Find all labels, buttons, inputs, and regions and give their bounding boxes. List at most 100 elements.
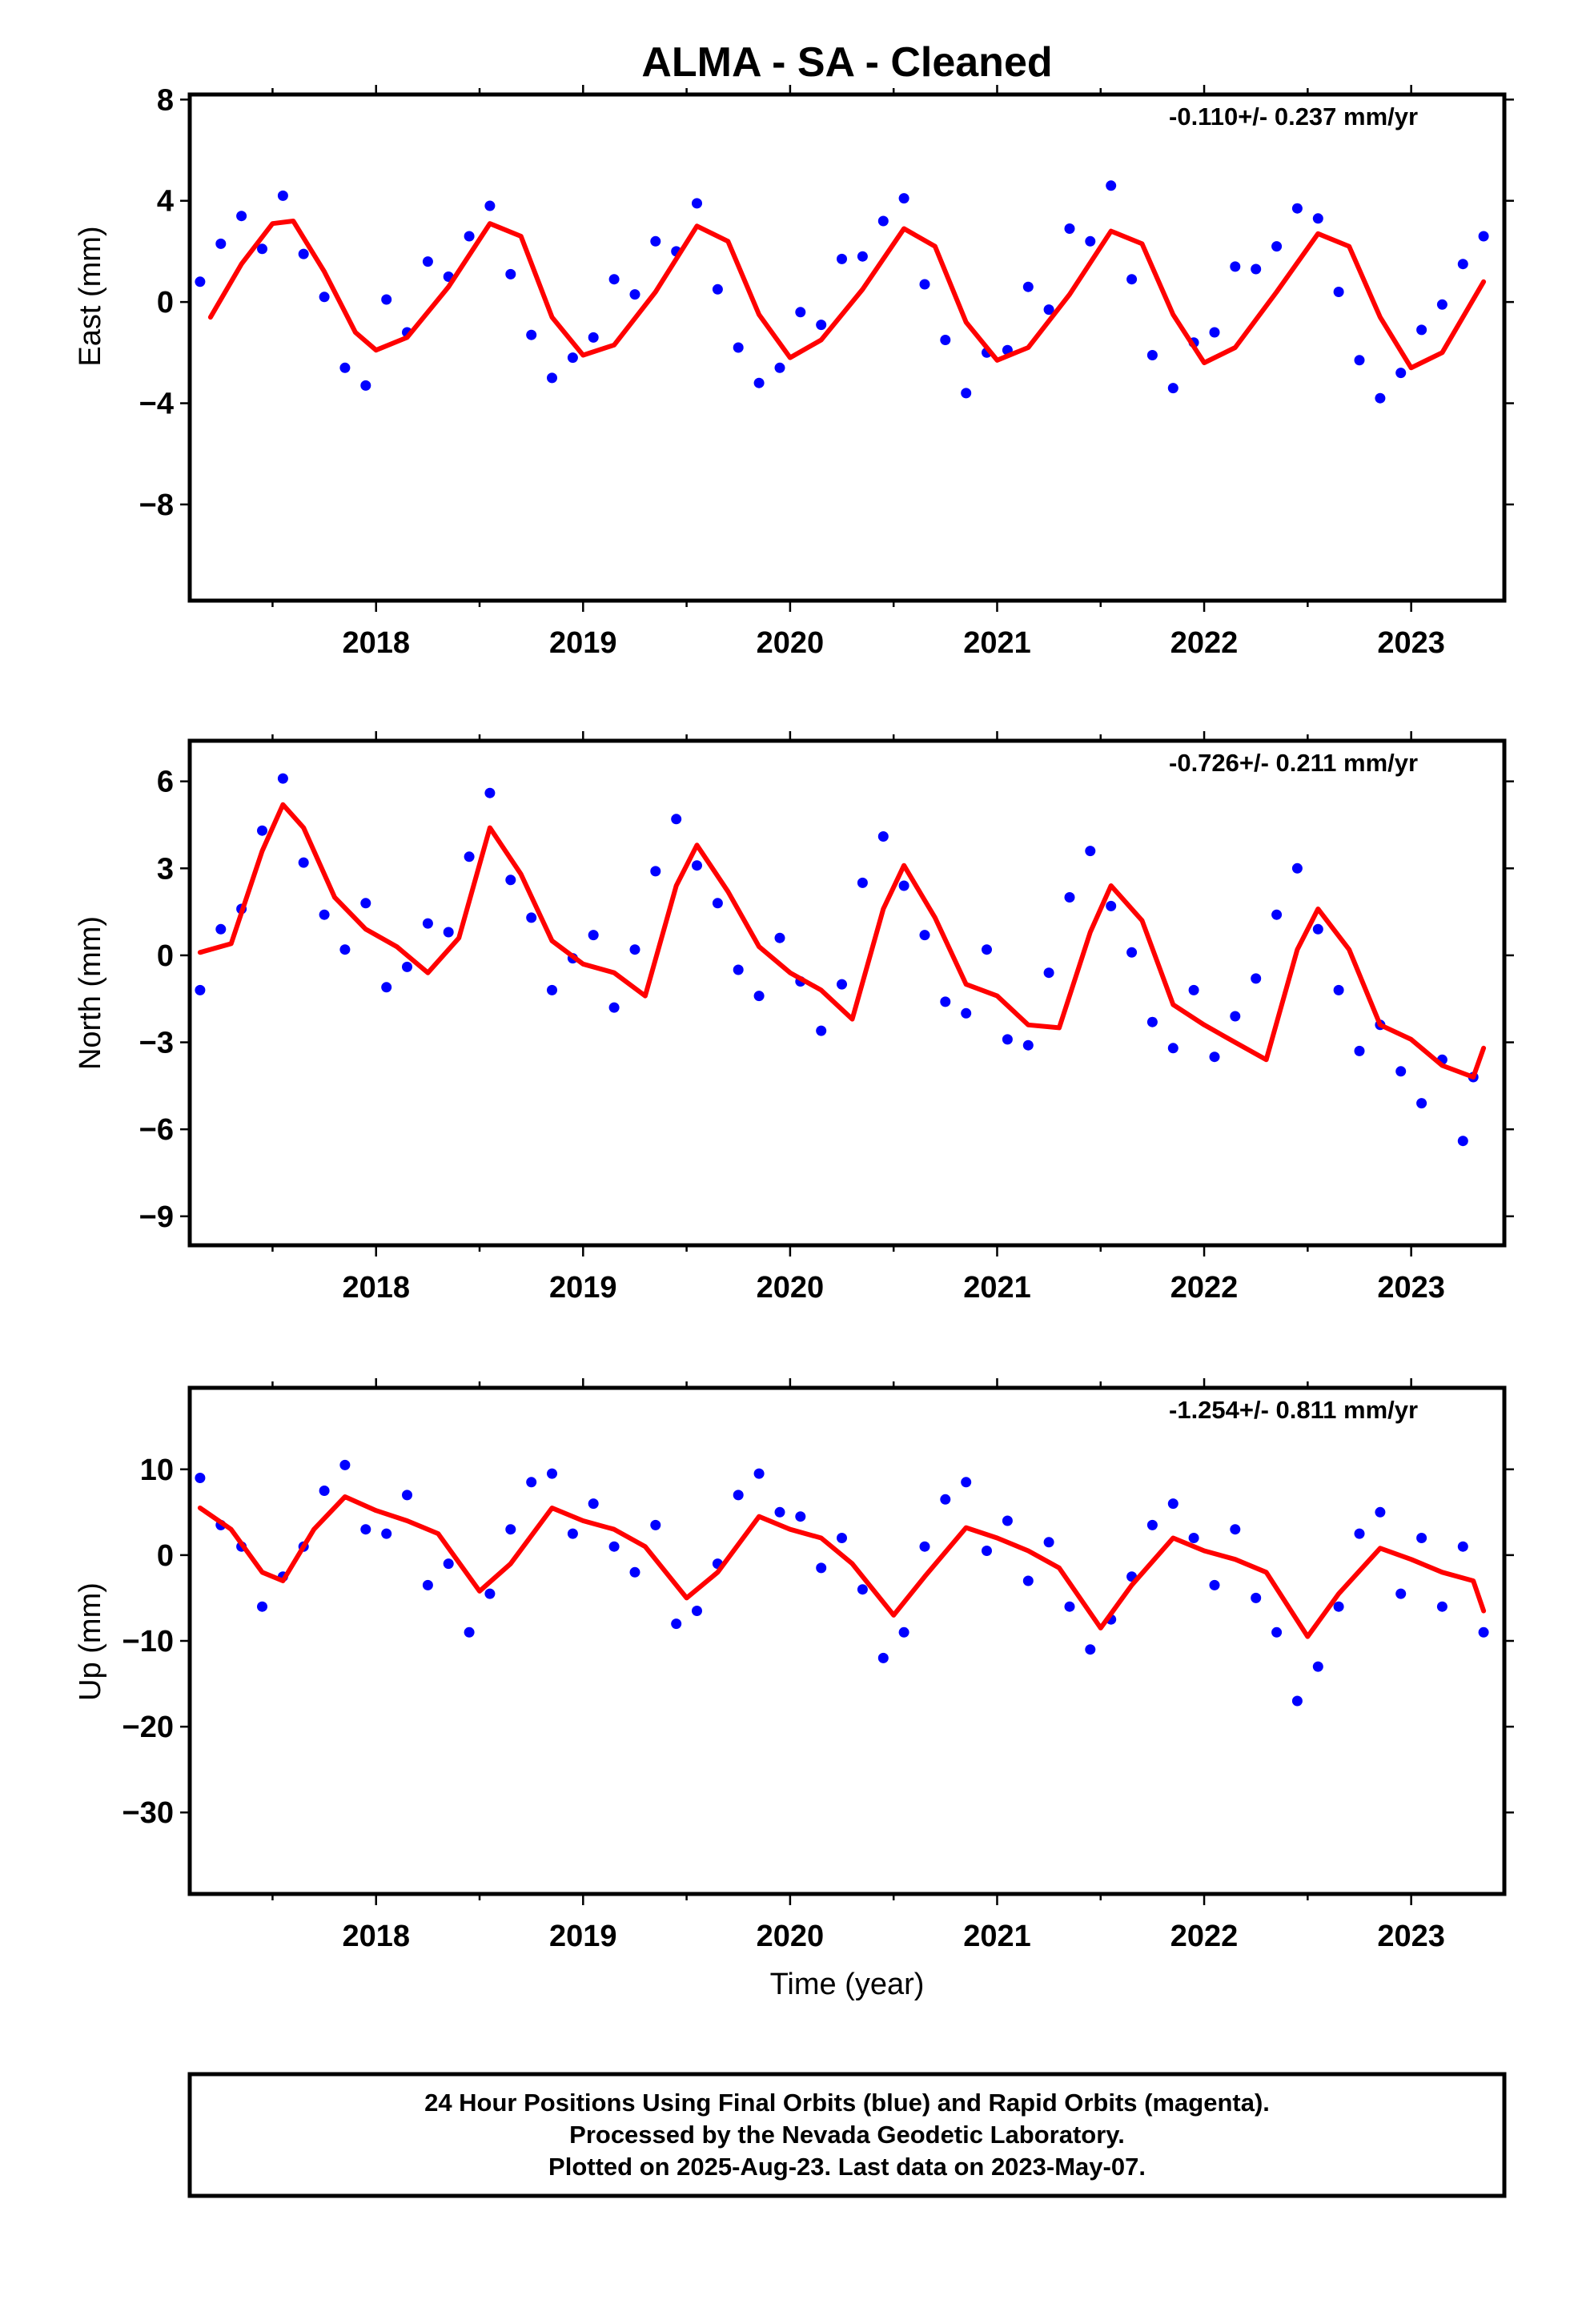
east-data-point <box>215 238 227 249</box>
up-data-point <box>526 1477 537 1488</box>
north-data-point <box>898 880 909 891</box>
north-fit-line <box>197 802 1487 1080</box>
up-y-tick-label: −30 <box>122 1796 174 1830</box>
east-data-point <box>837 253 847 264</box>
east-y-tick-label: 8 <box>157 83 174 117</box>
up-points <box>195 1459 1489 1707</box>
north-data-point <box>1146 1016 1158 1027</box>
up-data-point <box>360 1524 371 1535</box>
north-data-point <box>1022 1039 1034 1051</box>
up-x-axis-label: Time (year) <box>770 1968 925 2001</box>
north-data-point <box>1043 967 1054 979</box>
up-data-point <box>547 1468 557 1479</box>
up-data-point <box>1354 1528 1365 1539</box>
north-data-point <box>1333 984 1344 995</box>
east-data-point <box>1209 327 1220 338</box>
east-data-point <box>1064 223 1075 234</box>
east-data-point <box>1478 231 1489 242</box>
east-y-tick-label: 4 <box>157 185 174 219</box>
up-data-point <box>422 1579 433 1590</box>
up-data-point <box>567 1528 578 1539</box>
east-data-point <box>588 332 599 343</box>
up-data-point <box>919 1541 930 1552</box>
up-data-point <box>629 1566 640 1578</box>
up-y-tick-label: −10 <box>122 1625 174 1659</box>
east-data-point <box>608 274 620 285</box>
up-y-axis-label: Up (mm) <box>74 1582 107 1701</box>
north-data-point <box>1230 1011 1241 1022</box>
up-y-tick-label: 0 <box>157 1539 174 1573</box>
north-data-point <box>339 944 351 955</box>
north-data-point <box>1064 892 1075 903</box>
north-data-point <box>1457 1136 1468 1147</box>
north-data-point <box>837 979 847 990</box>
up-data-point <box>753 1468 765 1479</box>
up-data-point <box>402 1490 412 1501</box>
north-data-point <box>484 787 496 798</box>
panel-east: 8 4 0 −4 −8 2018 2019 2020 2021 2022 2023 East (mm)… <box>74 83 1514 660</box>
footer-line-1: 24 Hour Positions Using Final Orbits (bl… <box>424 2089 1270 2117</box>
footer-frame <box>187 2072 1507 2198</box>
north-data-point <box>526 912 537 923</box>
east-data-point <box>692 198 702 209</box>
north-data-point <box>1312 923 1323 935</box>
east-data-point <box>857 251 868 262</box>
north-data-point <box>608 1002 620 1013</box>
north-points <box>195 773 1479 1147</box>
north-data-point <box>215 923 227 935</box>
east-data-point <box>1291 203 1303 214</box>
east-data-point <box>195 276 206 287</box>
north-data-point <box>877 831 889 842</box>
north-data-point <box>1188 984 1199 995</box>
north-y-tick-label: −9 <box>139 1200 174 1234</box>
east-x-tick-label: 2021 <box>963 626 1031 660</box>
north-x-tick-label: 2022 <box>1170 1271 1239 1305</box>
up-y-tick-label: 10 <box>140 1454 174 1487</box>
up-data-point <box>1333 1601 1344 1612</box>
east-data-point <box>1333 287 1344 297</box>
east-data-point <box>795 307 806 318</box>
east-data-point <box>360 380 371 391</box>
north-data-point <box>712 898 723 909</box>
north-data-point <box>1085 846 1096 857</box>
up-x-tick-label: 2020 <box>757 1920 825 1953</box>
east-data-point <box>1457 259 1468 270</box>
east-data-point <box>1126 274 1138 285</box>
east-fit-line <box>207 219 1487 371</box>
footer-box: 24 Hour Positions Using Final Orbits (bl… <box>187 2072 1507 2198</box>
east-data-point <box>526 329 537 340</box>
footer-line-2: Processed by the Nevada Geodetic Laborat… <box>569 2121 1125 2149</box>
up-data-point <box>671 1618 682 1630</box>
north-data-point <box>1416 1098 1427 1109</box>
east-plot-frame <box>187 92 1507 603</box>
east-data-point <box>898 193 909 204</box>
up-rate-label: -1.254+/- 0.811 mm/yr <box>1169 1396 1418 1424</box>
north-y-tick-label: −6 <box>139 1113 174 1147</box>
up-data-point <box>1416 1533 1427 1543</box>
north-data-point <box>588 930 599 941</box>
up-data-point <box>877 1652 889 1663</box>
up-data-point <box>505 1524 516 1535</box>
up-data-point <box>774 1506 785 1518</box>
up-data-point <box>1436 1601 1447 1612</box>
north-data-point <box>940 996 951 1007</box>
east-data-point <box>919 279 930 290</box>
north-data-point <box>1251 973 1262 984</box>
up-data-point <box>1271 1626 1283 1638</box>
up-data-point <box>940 1494 951 1505</box>
north-data-point <box>257 825 267 836</box>
up-data-point <box>484 1588 496 1599</box>
north-data-point <box>195 984 206 995</box>
north-data-point <box>381 982 392 993</box>
up-data-point <box>650 1519 661 1530</box>
east-data-point <box>1354 355 1365 366</box>
up-data-point <box>1375 1506 1386 1518</box>
north-data-point <box>671 814 682 825</box>
east-data-point <box>877 215 889 227</box>
north-data-point <box>629 944 640 955</box>
east-data-point <box>567 352 578 364</box>
north-plot-frame <box>187 738 1507 1248</box>
east-data-point <box>1167 383 1178 394</box>
up-data-point <box>982 1546 992 1556</box>
